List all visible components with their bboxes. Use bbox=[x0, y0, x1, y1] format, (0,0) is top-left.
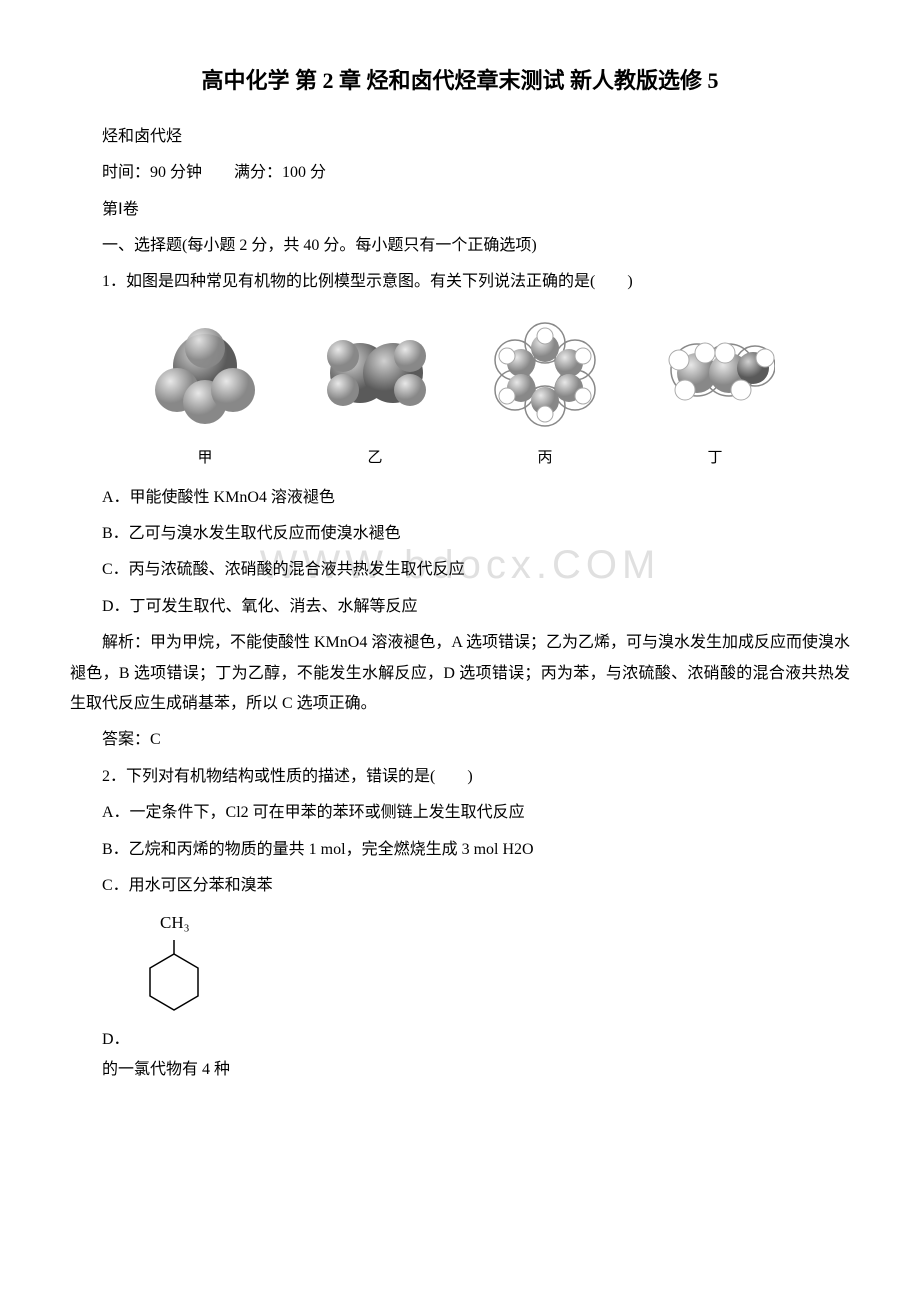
model-ding: 丁 bbox=[655, 318, 775, 473]
q2d-prefix: D． bbox=[102, 1025, 130, 1055]
q1-answer: 答案：C bbox=[70, 725, 850, 755]
subtitle: 烃和卤代烃 bbox=[70, 122, 850, 152]
model-yi-svg bbox=[315, 318, 435, 428]
model-ding-label: 丁 bbox=[655, 444, 775, 473]
q2-option-d-suffix: 的一氯代物有 4 种 bbox=[70, 1055, 850, 1085]
model-jia-svg bbox=[145, 318, 265, 428]
q1-option-b: B．乙可与溴水发生取代反应而使溴水褪色 bbox=[70, 519, 850, 549]
model-bing: 丙 bbox=[485, 318, 605, 473]
q1-option-d: D．丁可发生取代、氧化、消去、水解等反应 bbox=[70, 592, 850, 622]
cyclohexane-icon bbox=[134, 940, 214, 1025]
model-jia: 甲 bbox=[145, 318, 265, 473]
ch3-label: CH₃ bbox=[160, 913, 190, 932]
model-ding-svg bbox=[655, 318, 775, 428]
question-2: 2．下列对有机物结构或性质的描述，错误的是( ) bbox=[70, 762, 850, 792]
q2-option-c: C．用水可区分苯和溴苯 bbox=[70, 871, 850, 901]
part-1: 第Ⅰ卷 bbox=[70, 195, 850, 225]
time-score: 时间：90 分钟 满分：100 分 bbox=[70, 158, 850, 188]
model-bing-label: 丙 bbox=[485, 444, 605, 473]
q2-option-b: B．乙烷和丙烯的物质的量共 1 mol，完全燃烧生成 3 mol H2O bbox=[70, 835, 850, 865]
model-yi-label: 乙 bbox=[315, 444, 435, 473]
models-row: 甲 乙 bbox=[70, 318, 850, 473]
q1-option-c: C．丙与浓硫酸、浓硝酸的混合液共热发生取代反应 bbox=[70, 555, 850, 585]
q2-option-a: A．一定条件下，Cl2 可在甲苯的苯环或侧链上发生取代反应 bbox=[70, 798, 850, 828]
q1-explanation: 解析：甲为甲烷，不能使酸性 KMnO4 溶液褪色，A 选项错误；乙为乙烯，可与溴… bbox=[70, 628, 850, 719]
page-title: 高中化学 第 2 章 烃和卤代烃章末测试 新人教版选修 5 bbox=[70, 60, 850, 102]
model-bing-svg bbox=[485, 318, 605, 428]
section-1: 一、选择题(每小题 2 分，共 40 分。每小题只有一个正确选项) bbox=[70, 231, 850, 261]
model-jia-label: 甲 bbox=[145, 444, 265, 473]
model-yi: 乙 bbox=[315, 318, 435, 473]
q2-option-d: CH₃ D． bbox=[102, 907, 850, 1055]
q1-option-a: A．甲能使酸性 KMnO4 溶液褪色 bbox=[70, 483, 850, 513]
question-1: 1．如图是四种常见有机物的比例模型示意图。有关下列说法正确的是( ) bbox=[70, 267, 850, 297]
